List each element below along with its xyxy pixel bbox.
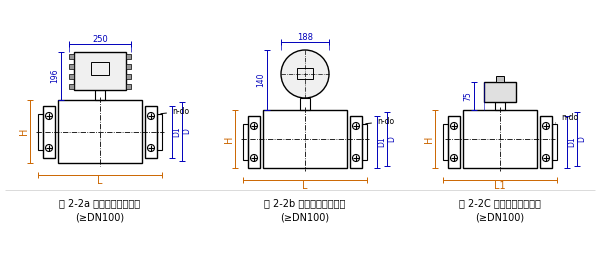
Text: H: H xyxy=(19,128,29,135)
Text: 188: 188 xyxy=(297,33,313,41)
Bar xyxy=(69,84,74,89)
Text: L: L xyxy=(302,181,308,191)
Bar xyxy=(126,54,131,59)
Text: 140: 140 xyxy=(257,73,265,87)
Text: D: D xyxy=(577,136,587,142)
Text: n-do: n-do xyxy=(366,117,394,126)
Bar xyxy=(496,76,504,82)
Text: 196: 196 xyxy=(50,69,59,83)
Text: D1: D1 xyxy=(173,127,182,137)
Bar xyxy=(350,116,362,168)
Bar xyxy=(38,114,43,150)
Bar xyxy=(58,100,142,163)
Bar xyxy=(91,62,109,75)
Bar xyxy=(126,64,131,69)
Bar xyxy=(243,124,248,160)
Text: (≥DN100): (≥DN100) xyxy=(280,212,329,222)
Text: 图 2-2C 分离型电磁流量计: 图 2-2C 分离型电磁流量计 xyxy=(459,198,541,208)
Text: H: H xyxy=(424,135,434,143)
Bar xyxy=(263,110,347,168)
Bar xyxy=(145,106,157,158)
Bar xyxy=(463,110,537,168)
Text: 75: 75 xyxy=(464,91,473,101)
Text: (≥DN100): (≥DN100) xyxy=(76,212,125,222)
Text: D1: D1 xyxy=(377,137,386,147)
Bar xyxy=(69,54,74,59)
Bar xyxy=(552,124,557,160)
Text: L: L xyxy=(97,176,103,186)
Bar xyxy=(362,124,367,160)
Circle shape xyxy=(281,50,329,98)
Text: D: D xyxy=(182,129,191,135)
Bar xyxy=(248,116,260,168)
Bar xyxy=(69,64,74,69)
Bar xyxy=(43,106,55,158)
Text: H: H xyxy=(224,135,234,143)
Text: 250: 250 xyxy=(92,35,108,44)
Bar xyxy=(126,74,131,79)
Text: 图 2-2b 一体型电磁流量计: 图 2-2b 一体型电磁流量计 xyxy=(265,198,346,208)
Text: D1: D1 xyxy=(568,137,577,147)
Bar xyxy=(484,82,516,102)
Text: 图 2-2a 一体型电磁流量计: 图 2-2a 一体型电磁流量计 xyxy=(59,198,140,208)
Bar xyxy=(69,74,74,79)
Bar xyxy=(495,102,505,110)
Bar xyxy=(126,84,131,89)
Text: D: D xyxy=(388,136,397,142)
Bar xyxy=(95,90,105,100)
Bar xyxy=(448,116,460,168)
Text: L1: L1 xyxy=(494,181,506,191)
Text: n-do: n-do xyxy=(556,113,578,123)
Bar xyxy=(540,116,552,168)
Bar xyxy=(300,98,310,110)
Text: n-do: n-do xyxy=(161,107,189,116)
Bar xyxy=(157,114,162,150)
Text: (≥DN100): (≥DN100) xyxy=(475,212,524,222)
Bar xyxy=(74,52,126,90)
Bar xyxy=(297,68,313,79)
Bar xyxy=(443,124,448,160)
